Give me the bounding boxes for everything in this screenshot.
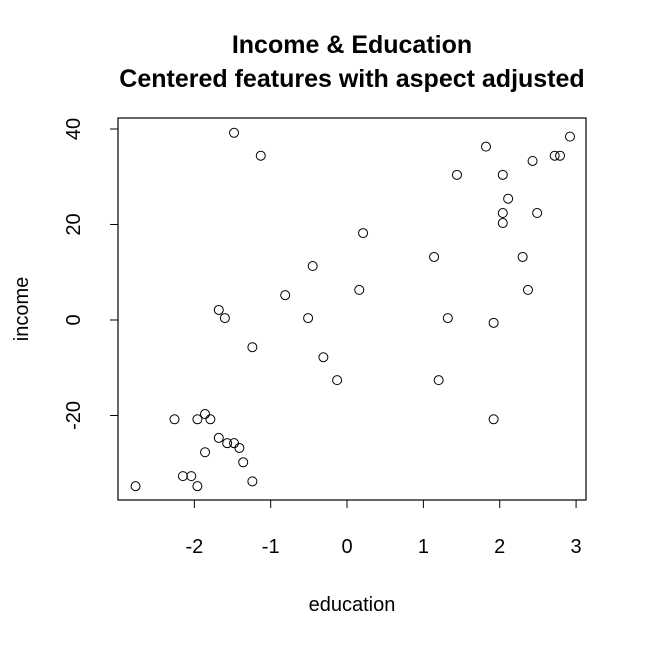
y-tick-label: 20: [63, 213, 85, 235]
point: [229, 127, 240, 138]
point: [429, 251, 440, 262]
point: [177, 471, 188, 482]
x-tick-label: -1: [262, 536, 280, 558]
y-tick-label: 0: [63, 314, 85, 325]
y-axis-label: income: [11, 277, 33, 341]
point: [247, 476, 258, 487]
point: [488, 414, 499, 425]
y-tick-label: -20: [63, 401, 85, 430]
point: [219, 313, 230, 324]
x-tick-label: -2: [185, 536, 203, 558]
point: [503, 193, 514, 204]
x-axis-label: education: [309, 594, 396, 616]
point: [238, 457, 249, 468]
point: [358, 228, 369, 239]
point: [354, 284, 365, 295]
point: [130, 481, 141, 492]
point: [200, 409, 211, 420]
x-tick-label: 2: [494, 536, 505, 558]
point: [555, 150, 566, 161]
point: [255, 150, 266, 161]
point: [192, 414, 203, 425]
point: [234, 442, 245, 453]
point: [433, 375, 444, 386]
point: [280, 290, 291, 301]
point: [247, 342, 258, 353]
chart-subtitle: Centered features with aspect adjusted: [119, 65, 584, 93]
point: [200, 447, 211, 458]
point: [332, 375, 343, 386]
point: [527, 155, 538, 166]
point: [303, 313, 314, 324]
point: [169, 414, 180, 425]
point: [213, 432, 224, 443]
point: [186, 471, 197, 482]
point: [213, 304, 224, 315]
x-tick-label: 0: [341, 536, 352, 558]
point: [318, 352, 329, 363]
x-tick-label: 3: [571, 536, 582, 558]
point: [532, 208, 543, 219]
point: [442, 313, 453, 324]
point: [497, 218, 508, 229]
point: [517, 251, 528, 262]
point: [307, 261, 318, 272]
plot-frame: [117, 117, 587, 501]
point: [222, 438, 233, 449]
point: [497, 169, 508, 180]
point: [192, 481, 203, 492]
point: [549, 150, 560, 161]
point: [205, 414, 216, 425]
point: [480, 141, 491, 152]
chart-title: Income & Education: [232, 31, 472, 59]
x-tick-label: 1: [418, 536, 429, 558]
point: [488, 317, 499, 328]
point: [522, 284, 533, 295]
point: [451, 169, 462, 180]
point: [497, 208, 508, 219]
point: [564, 131, 575, 142]
y-tick-label: 40: [63, 118, 85, 140]
